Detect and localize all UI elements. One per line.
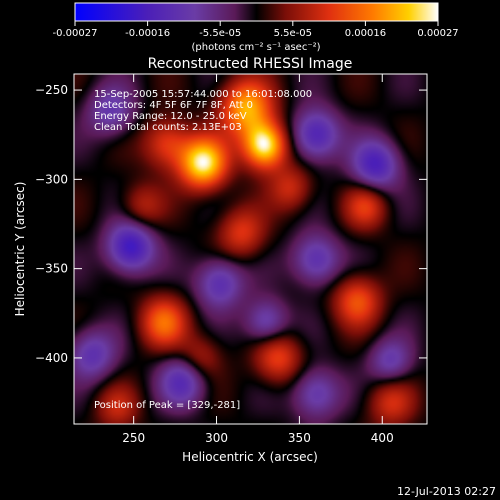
x-tick-label: 300: [205, 431, 228, 445]
x-tick-label: 250: [122, 431, 145, 445]
footer-timestamp: 12-Jul-2013 02:27: [397, 485, 496, 498]
x-axis-ticks: 250 300 350 400: [122, 74, 394, 445]
y-axis-ticks: −250 −300 −350 −400: [35, 83, 427, 365]
x-tick-label: 400: [371, 431, 394, 445]
plot-frame: [73, 73, 428, 425]
colorbar: [74, 2, 439, 22]
y-tick-label: −350: [35, 262, 68, 276]
annotation-time-range: 15-Sep-2005 15:57:44.000 to 16:01:08.000: [94, 89, 312, 100]
colorbar-tick-label: -0.00016: [125, 28, 170, 39]
colorbar-tick-label: -0.00027: [53, 28, 98, 39]
heatmap-image: [74, 74, 427, 424]
x-axis-label: Heliocentric X (arcsec): [182, 450, 318, 464]
peak-position-label: Position of Peak = [329,-281]: [94, 400, 240, 411]
annotation-detectors: Detectors: 4F 5F 6F 7F 8F, Att 0: [94, 100, 253, 111]
annotation-clean-counts: Clean Total counts: 2.13E+03: [94, 122, 242, 133]
colorbar-tick-label: 5.5e-05: [274, 28, 312, 39]
colorbar-tick-label: 0.00027: [417, 28, 458, 39]
y-tick-label: −300: [35, 172, 68, 186]
y-tick-label: −250: [35, 83, 68, 97]
colorbar-unit-label: (photons cm⁻² s⁻¹ asec⁻²): [191, 42, 320, 53]
chart-title: Reconstructed RHESSI Image: [148, 56, 353, 72]
y-tick-label: −400: [35, 351, 68, 365]
colorbar-ticks: -0.00027 -0.00016 -5.5e-05 5.5e-05 0.00016 0.…: [53, 21, 459, 39]
colorbar-tick-label: 0.00016: [345, 28, 386, 39]
x-tick-label: 350: [288, 431, 311, 445]
annotation-energy-range: Energy Range: 12.0 - 25.0 keV: [94, 111, 247, 122]
colorbar-tick-label: -5.5e-05: [199, 28, 241, 39]
y-axis-label: Heliocentric Y (arcsec): [13, 182, 27, 317]
